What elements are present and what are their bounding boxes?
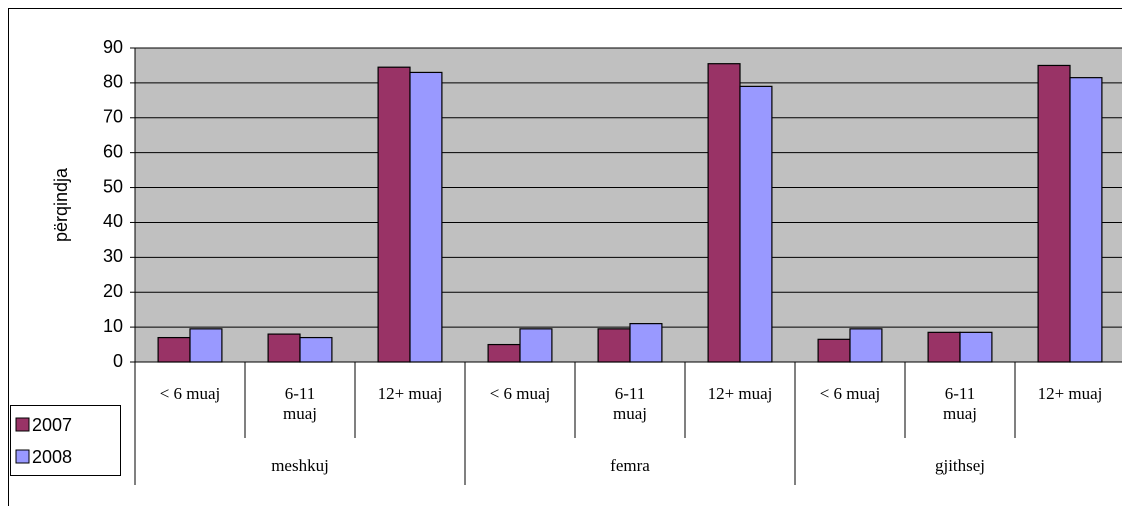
bar bbox=[707, 63, 741, 363]
y-tick-label: 40 bbox=[103, 211, 123, 231]
bar bbox=[299, 336, 333, 363]
y-tick-label: 70 bbox=[103, 107, 123, 127]
legend-swatch bbox=[15, 417, 30, 432]
bar bbox=[1069, 77, 1103, 363]
x-tick-label: 6-11 muaj bbox=[613, 384, 647, 423]
plot-area bbox=[135, 48, 1122, 362]
y-tick-label: 30 bbox=[103, 246, 123, 266]
legend-label: 2007 bbox=[32, 415, 72, 435]
x-tick-label: 6-11 muaj bbox=[283, 384, 317, 423]
bar bbox=[409, 71, 443, 363]
bar bbox=[739, 85, 773, 363]
bar bbox=[1037, 64, 1071, 363]
bar bbox=[189, 328, 223, 363]
y-tick-label: 10 bbox=[103, 316, 123, 336]
x-tick-label: 6-11 muaj bbox=[943, 384, 977, 423]
bar bbox=[959, 331, 993, 363]
y-axis-label: përqindja bbox=[51, 167, 71, 242]
x-tick-label: < 6 muaj bbox=[489, 384, 551, 403]
y-tick-label: 60 bbox=[103, 141, 123, 161]
y-tick-label: 0 bbox=[113, 351, 123, 371]
legend-swatch bbox=[15, 449, 30, 464]
y-tick-label: 80 bbox=[103, 72, 123, 92]
bar bbox=[157, 336, 191, 363]
frame bbox=[8, 8, 1122, 506]
group-label: meshkuj bbox=[271, 456, 329, 475]
bar bbox=[487, 343, 521, 363]
legend-box bbox=[10, 405, 121, 476]
bar bbox=[267, 333, 301, 363]
bar bbox=[597, 328, 631, 363]
group-label: femra bbox=[610, 456, 650, 475]
x-tick-label: 12+ muaj bbox=[707, 384, 773, 403]
x-tick-label: < 6 muaj bbox=[159, 384, 221, 403]
y-tick-label: 90 bbox=[103, 37, 123, 57]
bar bbox=[519, 328, 553, 363]
bar bbox=[849, 328, 883, 363]
x-tick-label: 12+ muaj bbox=[377, 384, 443, 403]
x-tick-label: < 6 muaj bbox=[819, 384, 881, 403]
bar bbox=[927, 331, 961, 363]
bar bbox=[629, 323, 663, 363]
y-tick-label: 50 bbox=[103, 176, 123, 196]
bar bbox=[377, 66, 411, 363]
bar bbox=[817, 338, 851, 363]
x-tick-label: 12+ muaj bbox=[1037, 384, 1103, 403]
y-tick-label: 20 bbox=[103, 281, 123, 301]
group-label: gjithsej bbox=[934, 456, 986, 475]
legend-label: 2008 bbox=[32, 447, 72, 467]
